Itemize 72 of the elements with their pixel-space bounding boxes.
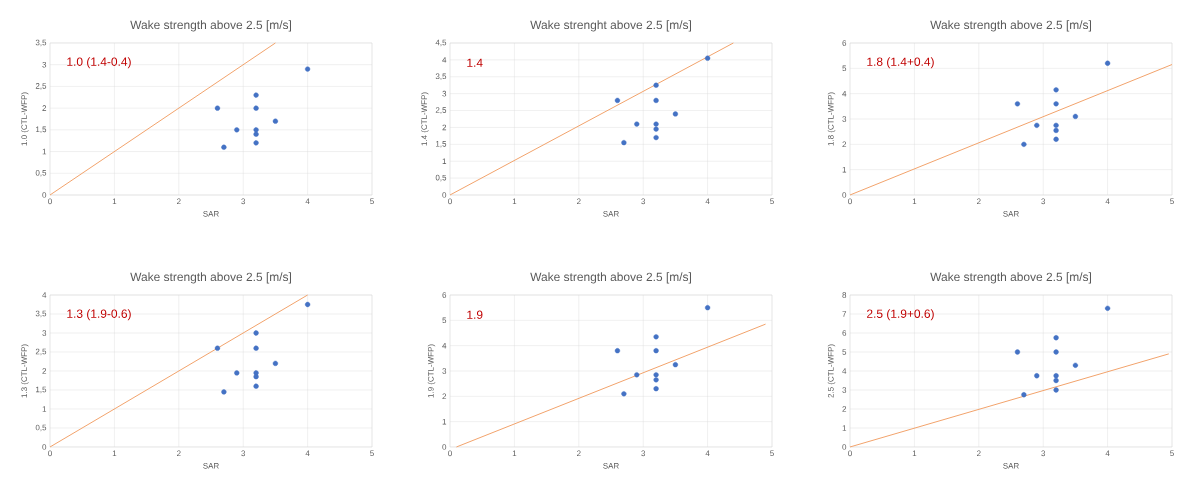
point: [272, 360, 279, 366]
point: [253, 374, 259, 380]
point: [1053, 101, 1059, 107]
point: [253, 383, 259, 389]
point: [253, 131, 259, 137]
point: [653, 134, 659, 141]
point: [253, 127, 259, 133]
point: [653, 372, 659, 378]
chart-title: Wake strength above 2.5 [m/s]: [530, 272, 691, 284]
point: [1053, 136, 1059, 142]
point: [1053, 373, 1059, 379]
annotation: 1.0 (1.4-0.4): [67, 57, 131, 69]
point: [1053, 335, 1059, 341]
point: [653, 377, 659, 383]
annotation: 1.3 (1.9-0.6): [67, 309, 131, 321]
point: [253, 92, 259, 98]
point: [634, 121, 640, 127]
point: [614, 348, 621, 354]
point: [253, 345, 259, 351]
point: [1053, 377, 1059, 384]
point: [214, 105, 221, 111]
point: [253, 105, 259, 111]
point: [234, 370, 240, 376]
point: [253, 140, 259, 146]
point: [621, 391, 627, 397]
annotation: 1.4: [467, 58, 483, 67]
point: [653, 126, 659, 132]
point: [1053, 387, 1059, 393]
annotation: 2.5 (1.9+0.6): [867, 309, 934, 321]
point: [1014, 349, 1021, 355]
chart-title: Wake strength above 2.5 [m/s]: [130, 20, 291, 32]
point: [234, 127, 240, 133]
point: [1034, 373, 1040, 379]
point: [672, 362, 679, 368]
point: [621, 140, 627, 146]
point: [1021, 392, 1027, 398]
point: [653, 121, 659, 127]
point: [1072, 362, 1079, 368]
point: [653, 348, 659, 354]
chart-title: Wake strength above 2.5 [m/s]: [930, 272, 1091, 284]
chart-title: Wake strenght above 2.5 [m/s]: [530, 20, 691, 32]
point: [705, 305, 711, 311]
point: [653, 97, 659, 104]
point: [221, 389, 227, 395]
chart-title: Wake strength above 2.5 [m/s]: [930, 20, 1091, 32]
point: [653, 334, 659, 340]
point: [1053, 87, 1059, 93]
point: [653, 386, 659, 392]
point: [272, 118, 279, 124]
point: [1105, 305, 1111, 311]
point: [1105, 60, 1111, 66]
point: [614, 97, 621, 104]
point: [672, 111, 679, 117]
point: [214, 345, 221, 351]
point: [305, 301, 311, 308]
point: [634, 372, 640, 378]
annotation: 1.9: [467, 310, 483, 319]
point: [1021, 141, 1027, 147]
annotation: 1.8 (1.4+0.4): [867, 57, 934, 69]
point: [1053, 122, 1059, 128]
point: [653, 82, 659, 88]
point: [705, 55, 711, 61]
point: [1072, 113, 1079, 120]
point: [253, 330, 259, 336]
chart-title: Wake strength above 2.5 [m/s]: [130, 272, 291, 284]
point: [1053, 349, 1059, 355]
point: [221, 144, 227, 150]
point: [1014, 101, 1021, 107]
point: [253, 370, 259, 376]
point: [1034, 122, 1040, 128]
point: [1053, 127, 1059, 133]
point: [305, 66, 311, 72]
